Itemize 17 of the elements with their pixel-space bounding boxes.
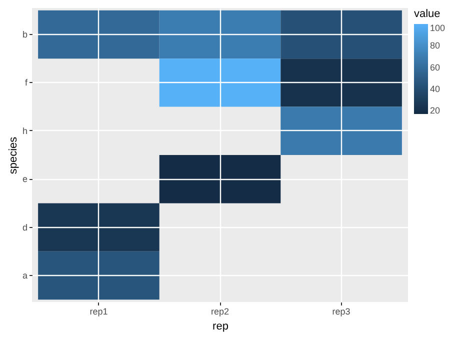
x-tick-label: rep2 bbox=[210, 306, 230, 316]
x-tick-label: rep1 bbox=[90, 306, 108, 316]
color-bar-label: 20 bbox=[430, 106, 440, 116]
x-tick-label: rep3 bbox=[332, 306, 350, 316]
y-axis-title: species bbox=[7, 136, 20, 174]
color-bar-title: value bbox=[414, 8, 440, 20]
y-tick-label: d bbox=[22, 222, 28, 232]
color-bar-label: 40 bbox=[430, 84, 440, 94]
y-tick-label: a bbox=[22, 270, 28, 280]
x-axis-title: rep bbox=[212, 320, 228, 332]
y-tick-label: e bbox=[22, 174, 28, 184]
color-bar-label: 100 bbox=[430, 23, 446, 33]
color-bar-label: 80 bbox=[430, 40, 440, 51]
y-tick-label: f bbox=[24, 78, 28, 88]
y-tick-label: b bbox=[22, 30, 28, 40]
y-tick-label: h bbox=[22, 126, 28, 136]
color-bar-label: 60 bbox=[430, 62, 440, 72]
